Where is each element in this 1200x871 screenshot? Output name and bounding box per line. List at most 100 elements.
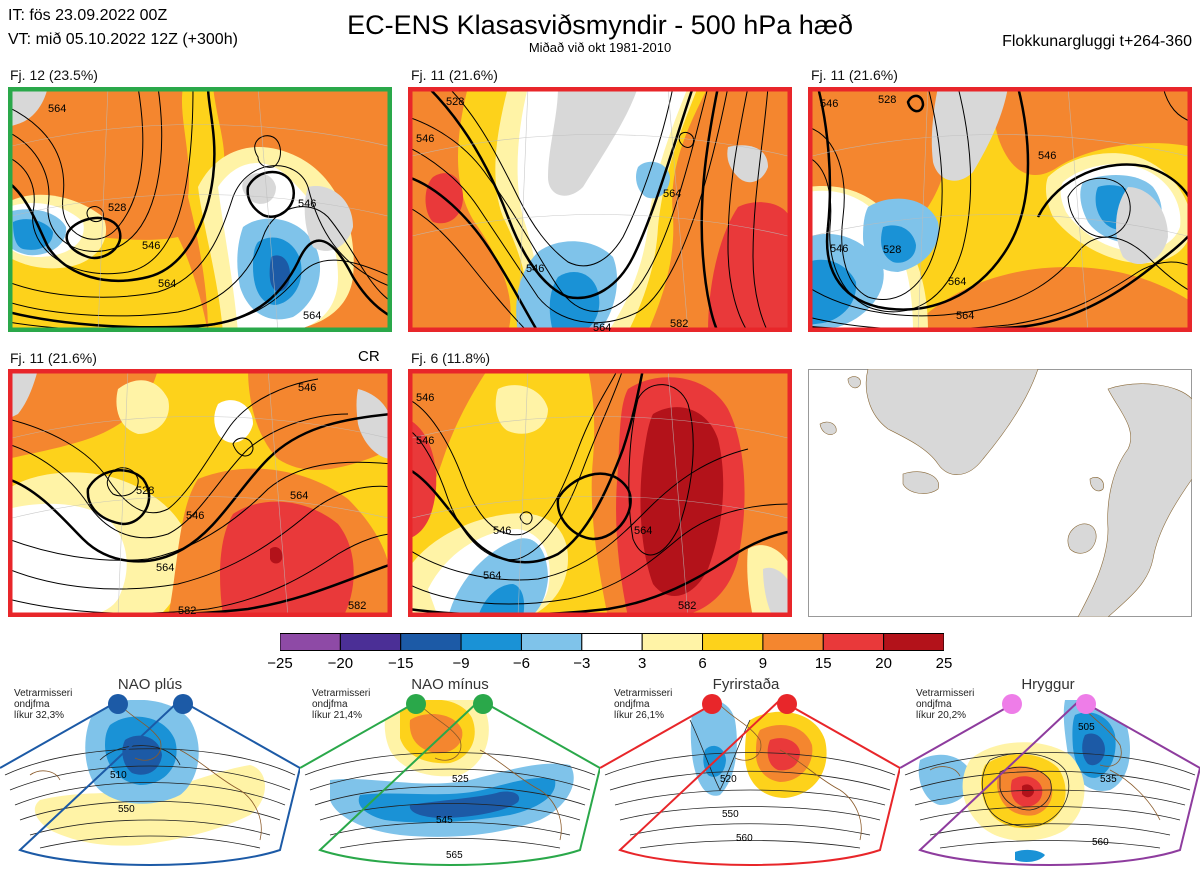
contour-label: 546 [416,392,434,404]
contour-label: 564 [483,570,501,582]
contour-label: 564 [48,103,66,115]
page-title: EC-ENS Klasasviðsmyndir - 500 hPa hæð [347,10,853,40]
contour-label: 528 [446,96,464,108]
regime-season: Vetrarmisseri [312,688,371,699]
regime-contour-label: 545 [436,815,453,826]
colorbar-tick-label: −9 [452,655,470,672]
colorbar-tick-label: −20 [327,655,354,672]
colorbar-tick-label: −3 [573,655,591,672]
regime-dot [777,694,797,714]
regime-season: Vetrarmisseri [614,688,673,699]
regime-season: Vetrarmisseri [916,688,975,699]
panel-label-2: Fj. 11 (21.6%) [411,67,498,83]
page-subtitle: Miðað við okt 1981-2010 [528,40,672,55]
contour-label: 582 [178,605,196,617]
regime-name: NAO mínus [411,676,489,693]
regime-probability: líkur 32,3% [14,710,65,721]
regime-contour-label: 520 [720,774,737,785]
colorbar-segment [762,633,824,651]
colorbar-tick-label: 3 [638,655,647,672]
init-time: IT: fös 23.09.2022 00Z [8,7,168,24]
regime-dot [406,694,426,714]
colorbar-segment [400,633,462,651]
panel-label-3: Fj. 11 (21.6%) [811,67,898,83]
contour-label: 546 [298,198,316,210]
contour-label: 546 [820,98,838,110]
colorbar-tick-label: 20 [875,655,892,672]
regime-dot [702,694,722,714]
cluster-map-5: 546 546 546 564 564 582 [408,369,792,617]
contour-label: 546 [1038,150,1056,162]
colorbar-tick-label: −25 [267,655,293,672]
contour-label: 564 [634,525,652,537]
regime-contour-label: 550 [118,804,135,815]
regime-contour-label: 560 [736,833,753,844]
contour-label: 564 [593,322,611,332]
contour-label: 546 [298,382,316,394]
contour-label: 564 [303,310,321,322]
regime-name: Fyrirstaða [712,676,780,693]
regime-name: Hryggur [1021,676,1075,693]
contour-label: 546 [416,435,434,447]
contour-label: 546 [416,133,434,145]
colorbar-tick-label: 25 [935,655,953,672]
panel-label-4: Fj. 11 (21.6%) [10,350,97,366]
contour-label: 564 [956,310,974,322]
colorbar-tick-label: 15 [814,655,832,672]
colorbar-segment [279,633,341,651]
cluster-map-2: 528 546 546 564 564 582 [408,87,792,332]
colorbar [279,633,945,656]
contour-label: 564 [158,278,176,290]
regime-contour-label: 510 [110,770,127,781]
regime-season: Vetrarmisseri [14,688,73,699]
regime-months: ondjfma [14,699,50,710]
contour-label: 528 [136,485,154,497]
colorbar-tick-label: 6 [698,655,707,672]
cluster-map-4: 546 528 546 564 564 582 582 [8,369,392,617]
cr-marker: CR [358,348,380,365]
colorbar-segment [520,633,583,651]
colorbar-segment [460,633,522,651]
contour-label: 582 [670,318,688,330]
colorbar-tick-label: −15 [387,655,414,672]
contour-label: 546 [142,240,160,252]
contour-label: 564 [290,490,308,502]
regime-months: ondjfma [916,699,952,710]
contour-label: 546 [830,243,848,255]
regime-months: ondjfma [614,699,650,710]
contour-label: 564 [663,188,681,200]
contour-label: 564 [156,562,174,574]
regime-dot [173,694,193,714]
regime-contour-label: 535 [1100,774,1117,785]
regime-probability: líkur 20,2% [916,710,967,721]
contour-label: 528 [878,94,896,106]
regime-probability: líkur 21,4% [312,710,363,721]
regime-contour-label: 525 [452,774,469,785]
cluster-map-1: 528 546 564 564 546 564 [8,87,392,332]
contour-label: 528 [883,244,901,256]
panel-label-1: Fj. 12 (23.5%) [10,67,98,83]
regime-dot [108,694,128,714]
colorbar-segment [641,633,704,651]
regime-probability: líkur 26,1% [614,710,665,721]
contour-label: 582 [348,600,366,612]
colorbar-tick-label: −6 [512,655,531,672]
regime-months: ondjfma [312,699,348,710]
contour-label: 546 [493,525,511,537]
contour-label: 582 [678,600,696,612]
regime-dot [1076,694,1096,714]
colorbar-tick-label: 9 [758,655,768,672]
colorbar-segment [883,633,945,651]
colorbar-segment [339,633,402,651]
regime-dot [1002,694,1022,714]
panel-label-5: Fj. 6 (11.8%) [411,350,491,366]
base-map [808,369,1192,617]
classification-window: Flokkunargluggi t+264-360 [1002,33,1192,50]
cluster-map-3: 546 528 546 546 564 564 528 [808,87,1192,332]
regime-contour-label: 565 [446,850,463,861]
colorbar-segment [702,633,764,651]
regime-dot [473,694,493,714]
contour-label: 546 [526,263,544,275]
regime-contour-label: 560 [1092,837,1109,848]
contour-label: 564 [948,276,966,288]
